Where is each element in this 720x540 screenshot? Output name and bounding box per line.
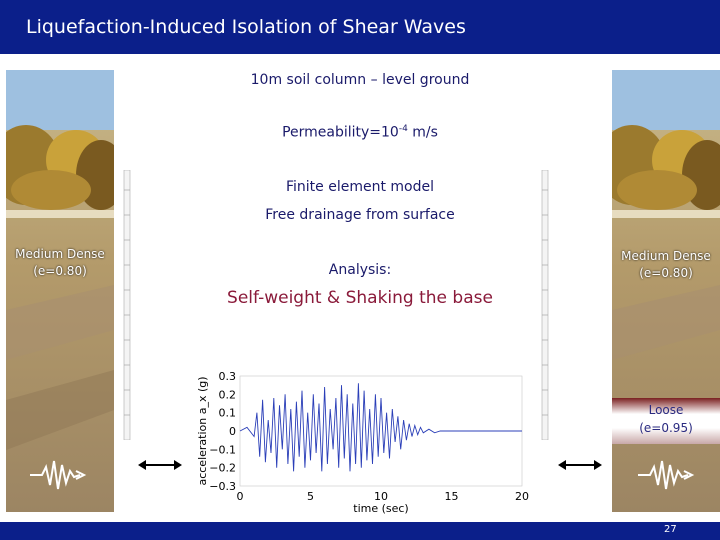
y-tick-label: 0 — [229, 425, 236, 438]
x-tick-label: 0 — [237, 490, 244, 503]
title-bar: Liquefaction-Induced Isolation of Shear … — [0, 0, 720, 54]
permeability-unit: m/s — [407, 124, 438, 141]
soil-photo-right: Medium Dense (e=0.80) Loose (e=0.95) — [612, 70, 720, 512]
analysis-label: Analysis: — [328, 262, 392, 278]
right-layer1-label: Medium Dense (e=0.80) — [612, 248, 720, 282]
right-layer2-name: Loose — [648, 403, 684, 417]
left-layer-label: Medium Dense (e=0.80) — [6, 246, 114, 280]
loose-layer-box: Loose (e=0.95) — [612, 398, 720, 444]
left-layer-name: Medium Dense — [15, 247, 105, 261]
y-tick-label: −0.3 — [209, 480, 236, 493]
footer-bar: 27 — [0, 522, 720, 540]
x-tick-label: 20 — [515, 490, 529, 503]
y-tick-label: 0.2 — [219, 388, 237, 401]
y-tick-label: −0.1 — [209, 443, 236, 456]
drainage-text: Free drainage from surface — [265, 207, 455, 223]
right-layer2-ratio: (e=0.95) — [639, 421, 693, 435]
soil-photo-left-image — [6, 70, 114, 512]
wave-icon-right — [638, 460, 695, 490]
chart-y-axis-label: acceleration a_x (g) — [196, 376, 209, 485]
soil-photo-right-image — [612, 70, 720, 512]
right-layer1-ratio: (e=0.80) — [639, 266, 693, 280]
model-type-text: Finite element model — [285, 179, 434, 195]
right-layer1-name: Medium Dense — [621, 249, 711, 263]
soil-column-description: 10m soil column – level ground — [250, 72, 470, 88]
analysis-value: Self-weight & Shaking the base — [227, 288, 493, 308]
slide-title: Liquefaction-Induced Isolation of Shear … — [26, 16, 466, 38]
x-tick-label: 10 — [374, 490, 388, 503]
permeability-text: Permeability=10-4 m/s — [150, 124, 570, 141]
x-tick-label: 15 — [445, 490, 459, 503]
y-tick-label: 0.1 — [219, 407, 237, 420]
y-tick-label: −0.2 — [209, 462, 236, 475]
series-line-base-acceleration — [239, 383, 522, 472]
soil-photo-left: Medium Dense (e=0.80) — [6, 70, 114, 512]
double-arrow-left — [138, 460, 182, 470]
permeability-exponent: -4 — [398, 124, 408, 134]
chart-x-axis-label: time (sec) — [353, 502, 408, 515]
double-arrow-right — [558, 460, 602, 470]
wave-icon-left — [30, 460, 87, 490]
y-tick-label: 0.3 — [219, 370, 237, 383]
soil-column-gauge-right — [541, 170, 549, 440]
permeability-prefix: Permeability=10 — [282, 124, 399, 141]
soil-column-gauge-left — [123, 170, 131, 440]
page-number: 27 — [664, 524, 677, 535]
left-layer-ratio: (e=0.80) — [33, 264, 87, 278]
x-tick-label: 5 — [307, 490, 314, 503]
acceleration-chart: 0.3 0.2 0.1 0 −0.1 −0.2 −0.3 0 5 10 15 20 time (se… — [196, 370, 529, 515]
